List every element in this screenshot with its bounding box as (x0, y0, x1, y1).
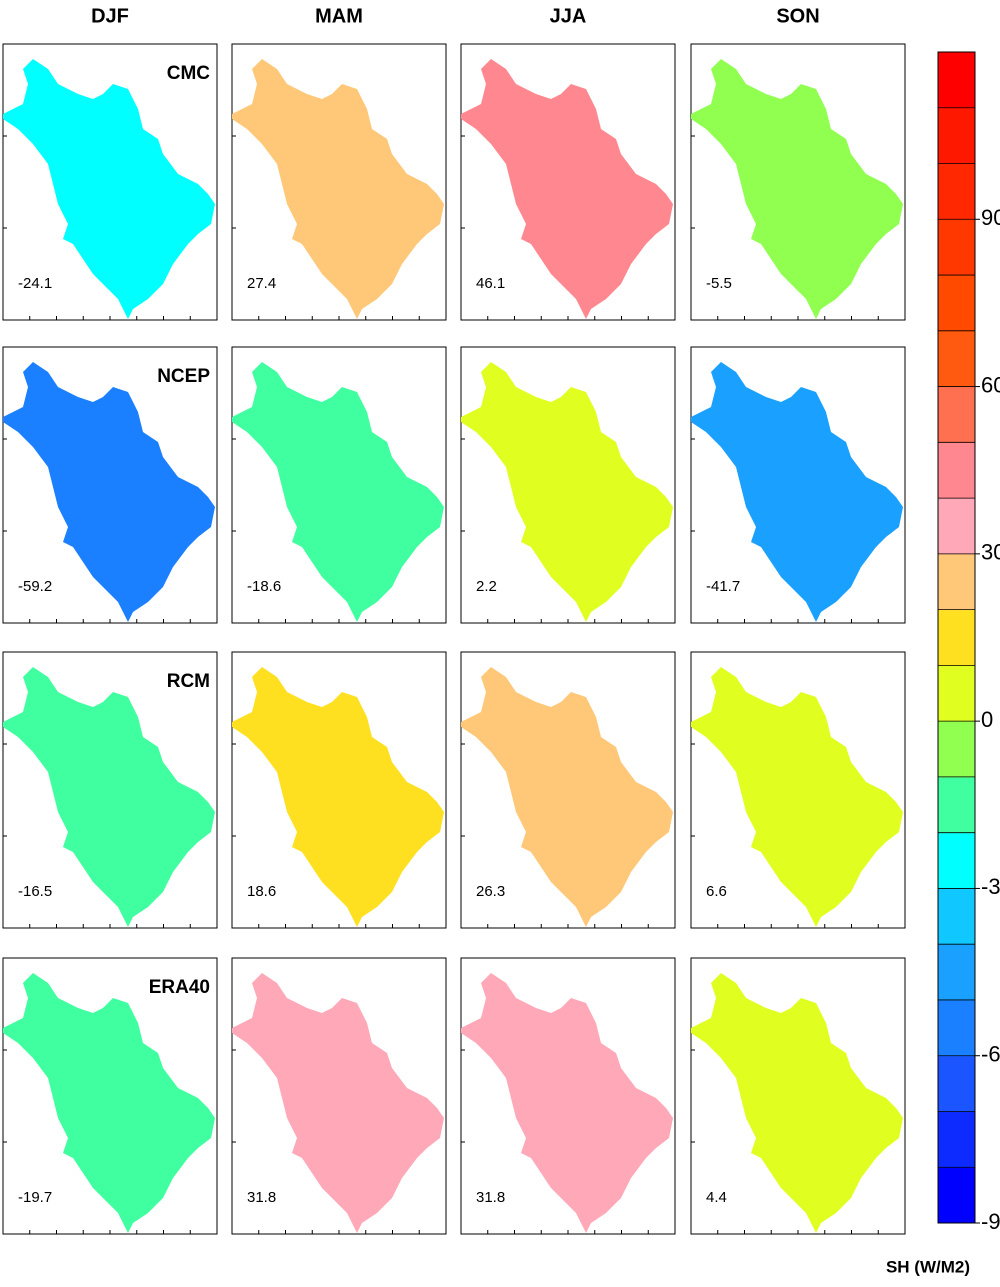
colorbar-tick-label: -60 (981, 1042, 1000, 1067)
panel-mean: 6.6 (706, 883, 727, 900)
colorbar-band (938, 219, 975, 276)
colorbar-band (938, 944, 975, 1001)
panel-mean: -18.6 (247, 578, 281, 595)
colorbar-band (938, 1111, 975, 1168)
basin (691, 362, 903, 622)
basin (461, 59, 673, 319)
panel-mean: -19.7 (18, 1189, 52, 1206)
panel-mean: 4.4 (706, 1189, 727, 1206)
column-header: MAM (315, 5, 363, 27)
row-label: CMC (167, 63, 211, 84)
panel-mean: 27.4 (247, 275, 276, 292)
basin (461, 667, 673, 927)
panel-mean: -16.5 (18, 883, 52, 900)
colorbar-band (938, 442, 975, 499)
colorbar-band (938, 107, 975, 165)
basin (461, 362, 673, 622)
panel-mean: 31.8 (247, 1189, 276, 1206)
colorbar-band (938, 999, 975, 1057)
colorbar-tick-label: 30 (981, 540, 1000, 565)
row-label: RCM (167, 671, 210, 692)
panel-mean: -5.5 (706, 275, 732, 292)
panel-mean: 18.6 (247, 883, 276, 900)
basin (232, 973, 444, 1233)
row-label: ERA40 (149, 977, 210, 998)
basin (3, 59, 215, 319)
panel-mean: -24.1 (18, 275, 52, 292)
basin (691, 667, 903, 927)
colorbar-band (938, 275, 975, 332)
basin (461, 973, 673, 1233)
colorbar-band (938, 888, 975, 945)
panel-mean: 2.2 (476, 578, 497, 595)
basin (232, 59, 444, 319)
colorbar-tick-label: 90 (981, 205, 1000, 230)
colorbar-band (938, 498, 975, 555)
colorbar-band (938, 832, 975, 889)
panel-mean: 26.3 (476, 883, 505, 900)
colorbar-band (938, 609, 975, 666)
basin (232, 667, 444, 927)
panel-mean: -41.7 (706, 578, 740, 595)
basin (3, 667, 215, 927)
colorbar-tick-label: 60 (981, 372, 1000, 397)
colorbar-band (938, 330, 975, 388)
colorbar-frame (937, 51, 976, 1224)
colorbar-label: SH (W/M2) (886, 1257, 970, 1276)
column-header: DJF (91, 5, 129, 27)
panel-mean: 31.8 (476, 1189, 505, 1206)
column-header: SON (776, 5, 819, 27)
basin (691, 59, 903, 319)
colorbar-tick-label: -30 (981, 874, 1000, 899)
basin (691, 973, 903, 1233)
colorbar-tick-label: 0 (981, 707, 993, 732)
column-header: JJA (550, 5, 587, 27)
panel-mean: 46.1 (476, 275, 505, 292)
basin (232, 362, 444, 622)
colorbar-band (938, 553, 975, 611)
colorbar-band (938, 1055, 975, 1112)
colorbar-band (938, 665, 975, 722)
basin (3, 362, 215, 622)
colorbar-band (938, 52, 975, 109)
colorbar-band (938, 1167, 975, 1224)
colorbar-band (938, 163, 975, 220)
colorbar-band (938, 721, 975, 778)
row-label: NCEP (157, 366, 210, 387)
basin (3, 973, 215, 1233)
colorbar-band (938, 386, 975, 443)
panel-mean: -59.2 (18, 578, 52, 595)
colorbar-band (938, 776, 975, 834)
colorbar-tick-label: -90 (981, 1209, 1000, 1234)
